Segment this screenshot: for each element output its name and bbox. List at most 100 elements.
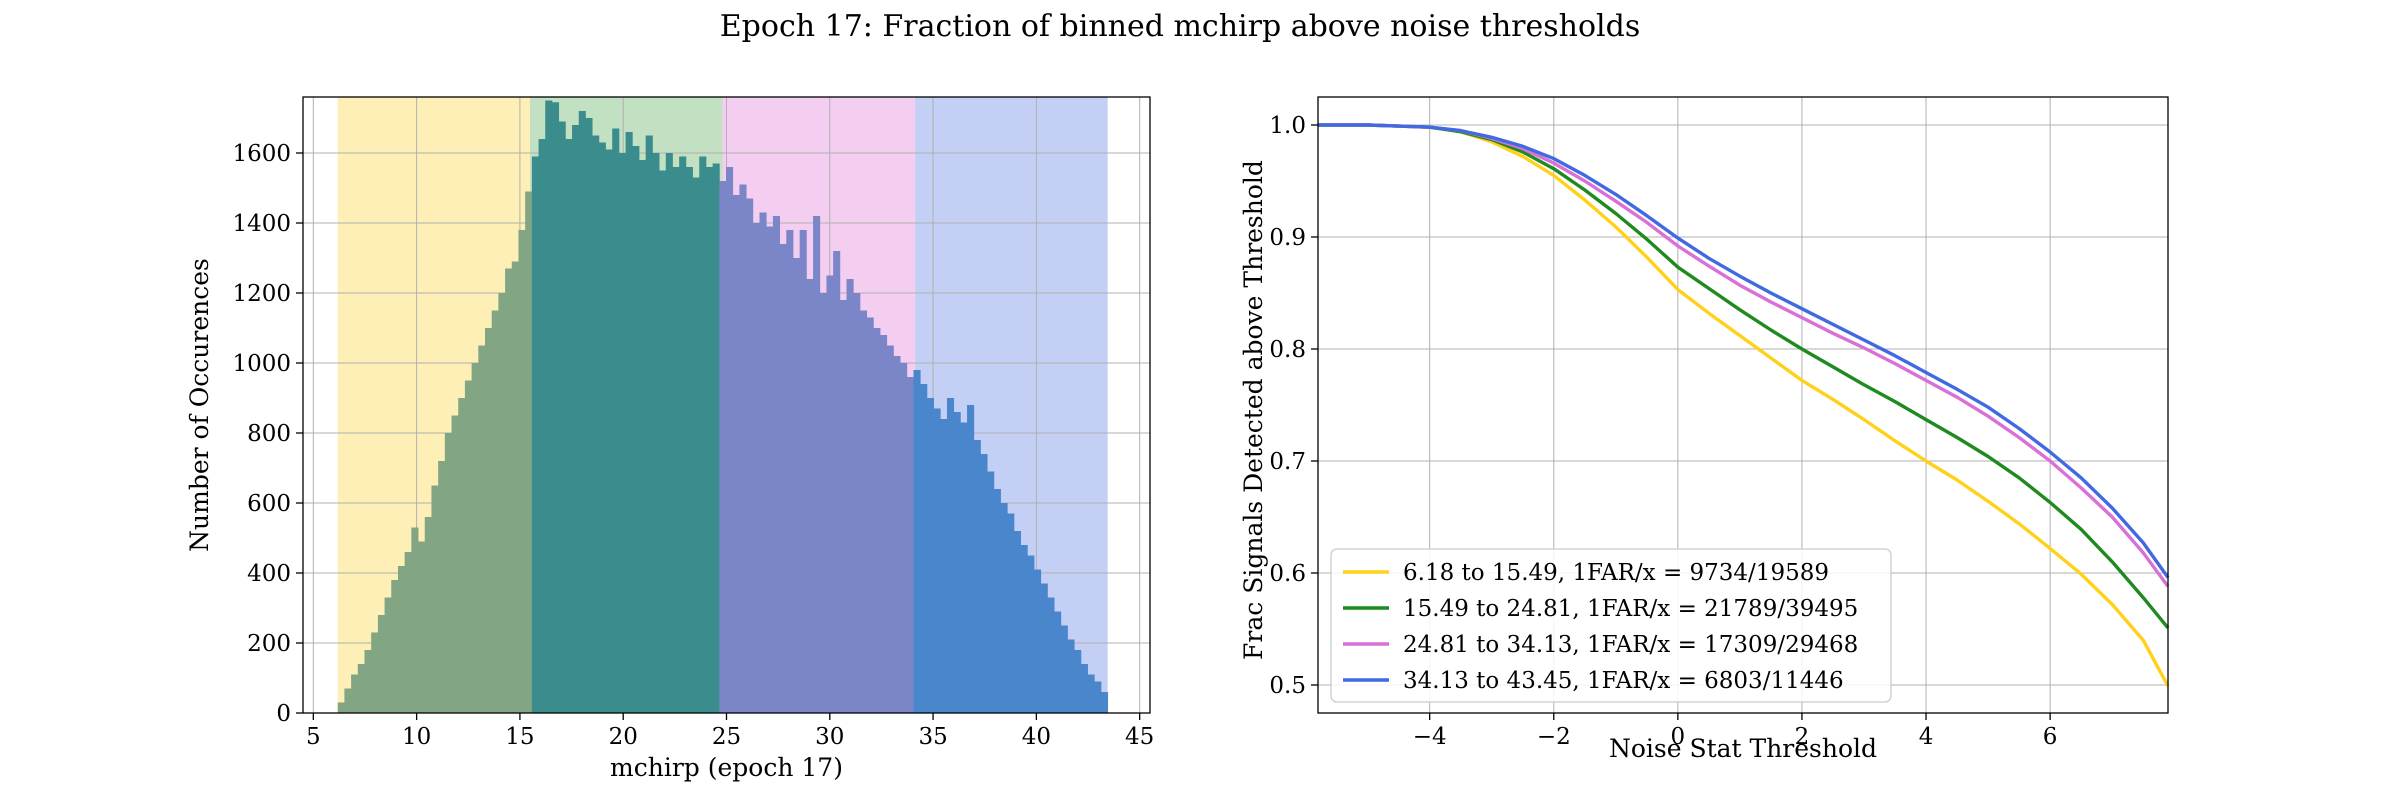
histogram-y-tick-label: 1000 (232, 351, 291, 377)
histogram-bar (625, 132, 633, 713)
histogram-x-tick-label: 35 (918, 724, 947, 750)
histogram-bar (1027, 555, 1035, 713)
histogram-bar (518, 230, 526, 713)
histogram-bar (397, 566, 406, 713)
histogram-bar (732, 195, 740, 713)
histogram-bar (585, 118, 593, 713)
histogram-bar (357, 664, 365, 713)
histogram-y-tick-label: 400 (247, 561, 291, 587)
histogram-bar (458, 398, 466, 713)
histogram-bar (505, 268, 513, 713)
histogram-bar (859, 310, 868, 713)
threshold-y-ticks: 0.5 0.6 0.7 0.8 0.9 1.0 (1269, 113, 1318, 699)
histogram-bar (545, 100, 553, 713)
histogram-bar (1094, 681, 1102, 713)
histogram-bar (826, 275, 834, 713)
histogram-bar (632, 146, 640, 713)
histogram-bar (1087, 674, 1095, 713)
histogram-bar (384, 597, 392, 713)
histogram-bar (819, 293, 827, 713)
threshold-x-tick-label: 2 (1795, 724, 1810, 750)
series-line-3 (1318, 123, 2170, 579)
histogram-bar (980, 454, 988, 713)
histogram-bar (967, 405, 975, 713)
histogram-bar (444, 433, 452, 713)
histogram-bar (672, 167, 680, 713)
histogram-bar (953, 412, 961, 713)
histogram-bar (592, 135, 600, 713)
histogram-x-axis-label: mchirp (epoch 17) (610, 753, 843, 782)
legend: 6.18 to 15.49, 1FAR/x = 9734/19589 15.49 … (1330, 548, 1892, 703)
histogram-bar (692, 177, 700, 713)
histogram-bar (645, 135, 653, 713)
threshold-axes-frame (1317, 96, 2169, 714)
threshold-y-tick-label: 0.6 (1269, 561, 1306, 587)
threshold-y-tick-label: 0.8 (1269, 337, 1306, 363)
figure-title: Epoch 17: Fraction of binned mchirp abov… (720, 9, 1640, 44)
histogram-bar (1047, 597, 1055, 713)
threshold-y-tick-label: 0.9 (1269, 225, 1306, 251)
histogram-x-tick-label: 5 (306, 724, 321, 750)
histogram-bar (1060, 625, 1068, 713)
histogram-y-ticks: 0 200 400 600 800 1000 1200 1400 1600 (232, 141, 303, 727)
histogram-bar (987, 471, 995, 713)
threshold-y-tick-label: 0.5 (1269, 673, 1306, 699)
legend-entry-2: 24.81 to 34.13, 1FAR/x = 17309/29468 (1403, 632, 1858, 658)
histogram-bar (484, 328, 493, 713)
histogram-bar (792, 258, 801, 713)
histogram-bar (351, 674, 359, 713)
threshold-x-tick-label: −2 (1537, 724, 1571, 750)
histogram-bar (752, 223, 760, 713)
histogram-bar (853, 293, 861, 713)
histogram-bar (525, 191, 533, 713)
histogram-bar (746, 198, 754, 713)
histogram-bar (498, 293, 506, 713)
histogram-bar (391, 580, 399, 713)
histogram-bar (558, 121, 566, 713)
threshold-x-tick-label: 0 (1671, 724, 1686, 750)
histogram-bar (813, 216, 821, 713)
histogram-bar (565, 139, 573, 713)
histogram-bar (511, 261, 519, 713)
histogram-bar (993, 489, 1001, 713)
histogram-bar (578, 111, 586, 713)
histogram-x-tick-label: 30 (815, 724, 844, 750)
histogram-bar (712, 163, 720, 713)
threshold-x-tick-label: 6 (2043, 724, 2058, 750)
histogram-bar (886, 345, 894, 713)
threshold-x-tick-label: 4 (1919, 724, 1934, 750)
histogram-bar (1074, 650, 1082, 713)
histogram-bar (431, 485, 439, 713)
histogram-bar (806, 279, 814, 713)
histogram-bar (1040, 583, 1048, 713)
histogram-y-tick-label: 800 (247, 421, 291, 447)
histogram-bar (337, 702, 345, 713)
histogram-bar (652, 153, 660, 713)
histogram-bar (873, 328, 881, 713)
histogram-bar (699, 156, 707, 713)
histogram-y-tick-label: 200 (247, 631, 291, 657)
histogram-bar (726, 167, 734, 713)
threshold-y-tick-label: 0.7 (1269, 449, 1306, 475)
histogram-bar (920, 384, 928, 713)
histogram-bar (411, 527, 419, 713)
histogram-bar (893, 356, 901, 713)
histogram-bar (618, 153, 626, 713)
threshold-curve-panel: −4 −2 0 2 4 6 0.5 0.6 0.7 0.8 0.9 1.0 Noise Stat T… (1239, 96, 2170, 763)
histogram-bar (344, 688, 352, 713)
histogram-bar (973, 440, 981, 713)
histogram-bar (464, 380, 473, 713)
histogram-bar (906, 377, 914, 713)
histogram-bar (866, 317, 874, 713)
histogram-bar (665, 153, 673, 713)
histogram-bar (377, 615, 385, 713)
legend-box (1330, 548, 1892, 703)
histogram-bar (438, 461, 446, 713)
histogram-y-tick-label: 0 (276, 701, 291, 727)
histogram-bar (833, 251, 841, 713)
histogram-bar (1007, 513, 1015, 713)
histogram-bar (471, 363, 479, 713)
histogram-bar (418, 541, 426, 713)
histogram-bar (531, 156, 539, 713)
